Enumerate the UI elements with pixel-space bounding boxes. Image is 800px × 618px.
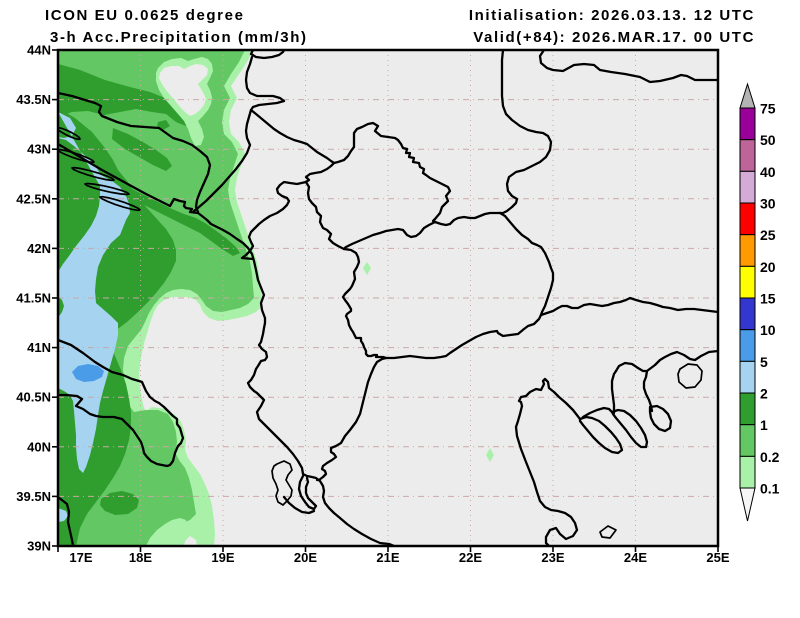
svg-text:40N: 40N bbox=[27, 439, 51, 454]
svg-text:0.2: 0.2 bbox=[760, 449, 780, 465]
svg-text:40: 40 bbox=[760, 164, 776, 180]
svg-text:ICON EU 0.0625 degree: ICON EU 0.0625 degree bbox=[45, 7, 245, 24]
svg-text:44N: 44N bbox=[27, 43, 51, 58]
svg-text:20: 20 bbox=[760, 259, 776, 275]
svg-text:25: 25 bbox=[760, 227, 776, 243]
svg-text:3-h Acc.Precipitation (mm/3h): 3-h Acc.Precipitation (mm/3h) bbox=[50, 29, 308, 46]
svg-text:75: 75 bbox=[760, 101, 776, 117]
svg-text:5: 5 bbox=[760, 354, 768, 370]
svg-text:40.5N: 40.5N bbox=[16, 390, 51, 405]
svg-text:15: 15 bbox=[760, 291, 776, 307]
svg-text:43N: 43N bbox=[27, 142, 51, 157]
svg-text:2: 2 bbox=[760, 386, 768, 402]
svg-text:18E: 18E bbox=[129, 550, 152, 565]
svg-text:42.5N: 42.5N bbox=[16, 191, 51, 206]
svg-text:43.5N: 43.5N bbox=[16, 92, 51, 107]
svg-text:50: 50 bbox=[760, 132, 776, 148]
svg-text:23E: 23E bbox=[541, 550, 564, 565]
svg-text:41.5N: 41.5N bbox=[16, 291, 51, 306]
svg-text:20E: 20E bbox=[294, 550, 317, 565]
svg-text:22E: 22E bbox=[459, 550, 482, 565]
svg-text:10: 10 bbox=[760, 322, 776, 338]
svg-text:39N: 39N bbox=[27, 539, 51, 554]
svg-text:24E: 24E bbox=[624, 550, 647, 565]
svg-text:17E: 17E bbox=[69, 550, 92, 565]
svg-text:42N: 42N bbox=[27, 241, 51, 256]
svg-text:0.1: 0.1 bbox=[760, 481, 780, 497]
svg-text:41N: 41N bbox=[27, 340, 51, 355]
svg-text:Valid(+84): 2026.MAR.17. 00 UT: Valid(+84): 2026.MAR.17. 00 UTC bbox=[473, 29, 755, 46]
svg-text:21E: 21E bbox=[376, 550, 399, 565]
svg-text:19E: 19E bbox=[211, 550, 234, 565]
svg-text:25E: 25E bbox=[706, 550, 729, 565]
svg-text:39.5N: 39.5N bbox=[16, 489, 51, 504]
svg-text:Initialisation: 2026.03.13. 12: Initialisation: 2026.03.13. 12 UTC bbox=[469, 7, 755, 24]
svg-text:30: 30 bbox=[760, 196, 776, 212]
svg-text:1: 1 bbox=[760, 417, 768, 433]
